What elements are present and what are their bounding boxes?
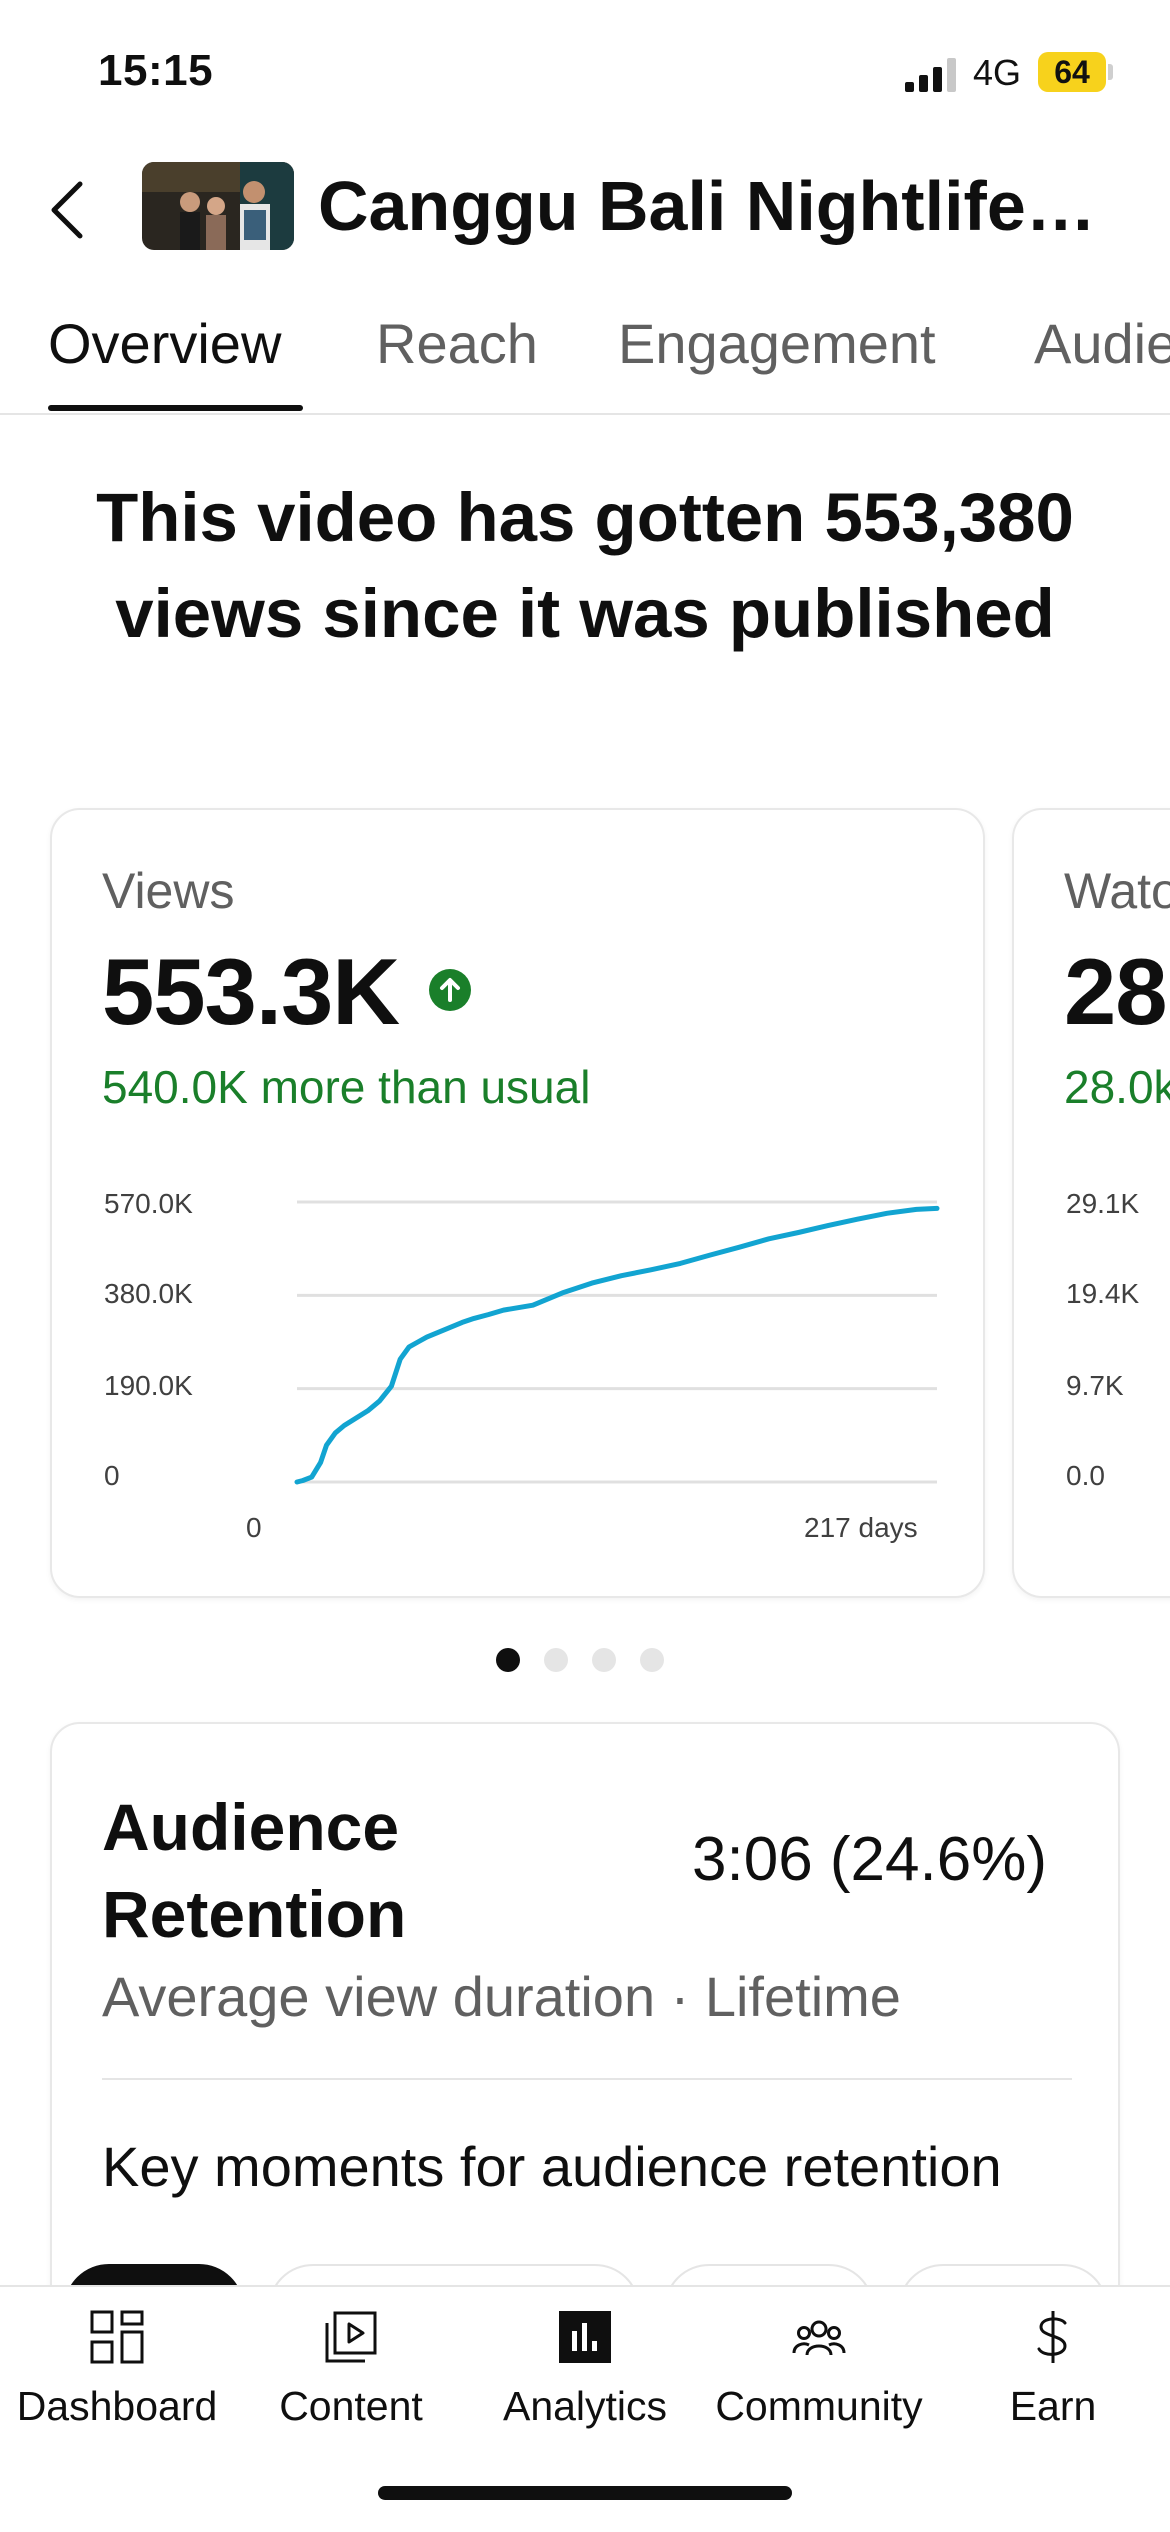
views-card[interactable]: Views 553.3K 540.0K more than usual 570.… (50, 808, 985, 1598)
content-icon (325, 2311, 377, 2363)
pager-dot[interactable] (496, 1648, 520, 1672)
nav-community[interactable]: Community (702, 2287, 936, 2457)
y-tick-label: 19.4K (1066, 1278, 1140, 1309)
tab-engagement[interactable]: Engagement (618, 312, 936, 375)
network-type: 4G (973, 52, 1022, 93)
views-chart: 570.0K 380.0K 190.0K 0 0 217 days (52, 1160, 983, 1543)
nav-label: Dashboard (16, 2383, 218, 2429)
y-tick-label: 9.7K (1066, 1370, 1124, 1401)
watch-time-delta: 28.0k (1064, 1061, 1170, 1113)
signal-icon (905, 58, 956, 92)
battery-icon: 64 (1038, 52, 1106, 92)
tab-overview[interactable]: Overview (48, 312, 282, 375)
video-title: Canggu Bali Nightlife… (318, 167, 1096, 245)
retention-subtitle: Average view duration · Lifetime (102, 1965, 901, 2028)
chevron-left-icon (51, 181, 83, 239)
analytics-icon (559, 2311, 611, 2363)
x-tick-label: 0 (246, 1512, 262, 1543)
tab-underline (48, 405, 303, 411)
x-tick-label: 217 days (804, 1512, 918, 1543)
y-tick-label: 29.1K (1066, 1188, 1140, 1219)
nav-content[interactable]: Content (234, 2287, 468, 2457)
watch-time-chart: 29.1K 19.4K 9.7K 0.0 (1014, 1160, 1170, 1491)
card-pager (496, 1648, 676, 1672)
nav-earn[interactable]: Earn (936, 2287, 1170, 2457)
nav-dashboard[interactable]: Dashboard (0, 2287, 234, 2457)
pager-dot[interactable] (640, 1648, 664, 1672)
y-tick-label: 380.0K (104, 1278, 193, 1309)
dashboard-icon (90, 2310, 144, 2364)
views-plot (294, 1200, 940, 1485)
y-tick-label: 570.0K (104, 1188, 193, 1219)
y-tick-label: 0 (104, 1460, 120, 1491)
back-button[interactable] (40, 170, 100, 250)
views-series-line (294, 1205, 940, 1485)
community-icon (792, 2320, 846, 2356)
y-tick-label: 190.0K (104, 1370, 193, 1401)
thumbnail-image (142, 162, 294, 250)
home-indicator[interactable] (378, 2486, 792, 2500)
key-moments-heading: Key moments for audience retention (102, 2135, 1002, 2198)
status-bar: 15:15 4G 64 (0, 0, 1170, 150)
watch-time-label: Wato (1064, 863, 1170, 919)
pager-dot[interactable] (544, 1648, 568, 1672)
tab-bar: Overview Reach Engagement Audie (0, 295, 1170, 415)
views-headline: This video has gotten 553,380 views sinc… (96, 479, 1074, 652)
nav-analytics[interactable]: Analytics (468, 2287, 702, 2457)
views-value: 553.3K (102, 939, 400, 1044)
y-tick-label: 0.0 (1066, 1460, 1105, 1491)
tab-reach[interactable]: Reach (376, 312, 538, 375)
watch-time-card[interactable]: Wato 28 28.0k 29.1K 19.4K 9.7K 0.0 (1012, 808, 1170, 1598)
battery-cap (1108, 64, 1113, 80)
tab-audience[interactable]: Audie (1034, 312, 1170, 375)
watch-time-value: 28 (1064, 939, 1168, 1044)
pager-dot[interactable] (592, 1648, 616, 1672)
divider (102, 2078, 1072, 2080)
header: Canggu Bali Nightlife… (0, 150, 1170, 270)
dollar-icon (1037, 2311, 1067, 2363)
nav-label: Community (715, 2383, 923, 2429)
views-delta: 540.0K more than usual (102, 1061, 591, 1113)
video-thumbnail[interactable] (142, 162, 294, 250)
nav-label: Earn (1009, 2383, 1097, 2429)
views-label: Views (102, 863, 235, 919)
nav-label: Analytics (502, 2383, 668, 2429)
retention-title: Audience Retention (102, 1790, 407, 1951)
status-time: 15:15 (98, 46, 214, 95)
nav-label: Content (279, 2383, 423, 2429)
arrow-up-circle-icon (429, 969, 471, 1011)
retention-value: 3:06 (24.6%) (692, 1825, 1047, 1894)
